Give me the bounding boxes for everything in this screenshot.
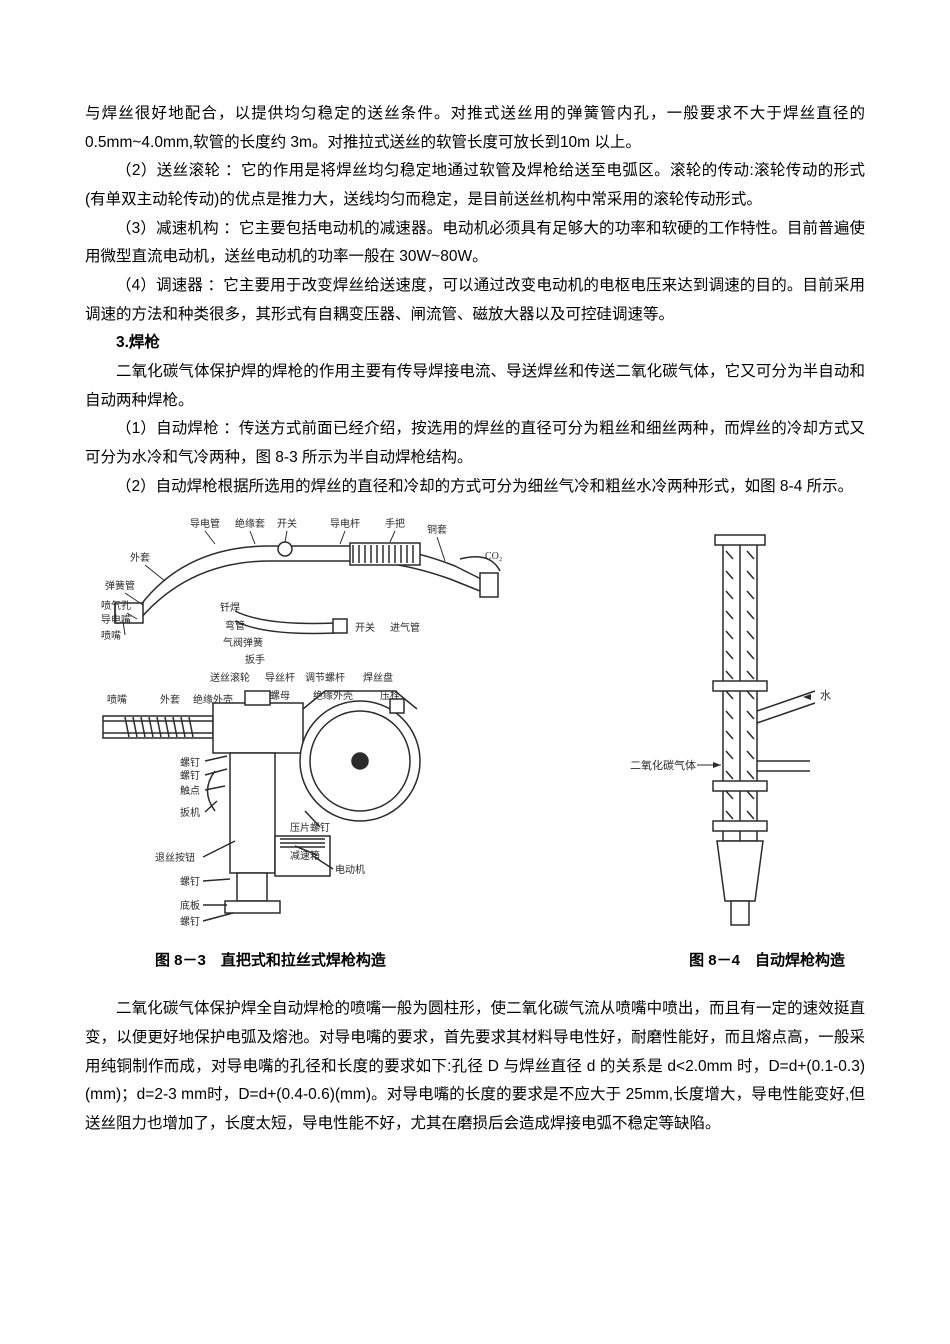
paragraph-6: （1）自动焊枪 ：传送方式前面已经介绍，按选用的焊丝的直径可分为粗丝和细丝两种，… bbox=[85, 415, 865, 472]
svg-text:导电管: 导电管 bbox=[190, 517, 220, 530]
svg-text:二氧化碳气体: 二氧化碳气体 bbox=[630, 758, 696, 772]
svg-text:开关: 开关 bbox=[355, 621, 375, 634]
svg-text:钎焊: 钎焊 bbox=[220, 602, 240, 614]
svg-text:扳手: 扳手 bbox=[245, 653, 265, 666]
svg-text:水: 水 bbox=[820, 689, 831, 702]
caption-8-3: 图 8－3 直把式和拉丝式焊枪构造 bbox=[155, 949, 386, 970]
svg-text:电动机: 电动机 bbox=[335, 863, 365, 876]
svg-text:送丝滚轮: 送丝滚轮 bbox=[210, 671, 250, 684]
figure-captions: 图 8－3 直把式和拉丝式焊枪构造 图 8－4 自动焊枪构造 bbox=[85, 949, 865, 970]
paragraph-1: 与焊丝很好地配合，以提供均匀稳定的送丝条件。对推式送丝用的弹簧管内孔，一般要求不… bbox=[85, 100, 865, 157]
svg-text:弹簧管: 弹簧管 bbox=[105, 579, 135, 592]
svg-text:喷嘴: 喷嘴 bbox=[101, 630, 121, 642]
svg-text:减速箱: 减速箱 bbox=[290, 849, 320, 862]
svg-text:导电嘴: 导电嘴 bbox=[101, 613, 131, 626]
figure-row: 导电管 绝缘套 开关 导电杆 手把 铜套 外套 CO₂ 弹簧管 喷气孔 导电嘴 … bbox=[85, 511, 865, 941]
figure-8-3: 导电管 绝缘套 开关 导电杆 手把 铜套 外套 CO₂ 弹簧管 喷气孔 导电嘴 … bbox=[95, 511, 515, 941]
svg-text:弯管: 弯管 bbox=[225, 619, 245, 632]
welding-gun-diagram-left: 导电管 绝缘套 开关 导电杆 手把 铜套 外套 CO₂ 弹簧管 喷气孔 导电嘴 … bbox=[95, 511, 515, 941]
paragraph-5: 二氧化碳气体保护焊的焊枪的作用主要有传导焊接电流、导送焊丝和传送二氧化碳气体，它… bbox=[85, 358, 865, 415]
svg-text:喷气孔: 喷气孔 bbox=[101, 599, 131, 612]
svg-text:进气管: 进气管 bbox=[390, 621, 420, 634]
document-page: 与焊丝很好地配合，以提供均匀稳定的送丝条件。对推式送丝用的弹簧管内孔，一般要求不… bbox=[0, 0, 950, 1199]
paragraph-3: （3）减速机构 ：它主要包括电动机的减速器。电动机必须具有足够大的功率和软硬的工… bbox=[85, 215, 865, 272]
paragraph-2: （2）送丝滚轮 ：它的作用是将焊丝均匀稳定地通过软管及焊枪给送至电弧区。滚轮的传… bbox=[85, 157, 865, 214]
svg-text:触点: 触点 bbox=[180, 784, 200, 797]
svg-text:外套: 外套 bbox=[130, 551, 150, 564]
svg-text:螺钉: 螺钉 bbox=[180, 916, 200, 928]
svg-text:导丝杆: 导丝杆 bbox=[265, 672, 295, 684]
svg-text:退丝按钮: 退丝按钮 bbox=[155, 851, 195, 864]
svg-text:螺钉: 螺钉 bbox=[180, 770, 200, 782]
paragraph-8: 二氧化碳气体保护焊全自动焊枪的喷嘴一般为圆柱形，使二氧化碳气流从喷嘴中喷出，而且… bbox=[85, 995, 865, 1138]
svg-text:底板: 底板 bbox=[180, 899, 200, 912]
svg-text:手把: 手把 bbox=[385, 517, 405, 530]
svg-text:调节螺杆: 调节螺杆 bbox=[305, 672, 345, 684]
svg-text:螺钉: 螺钉 bbox=[180, 876, 200, 888]
figure-8-4: 水 二氧化碳气体 bbox=[625, 531, 855, 941]
svg-text:CO₂: CO₂ bbox=[485, 551, 502, 562]
svg-text:螺钉: 螺钉 bbox=[180, 757, 200, 769]
svg-text:压片螺钉: 压片螺钉 bbox=[290, 821, 330, 834]
paragraph-7: （2）自动焊枪根据所选用的焊丝的直径和冷却的方式可分为细丝气冷和粗丝水冷两种形式… bbox=[85, 473, 865, 502]
svg-text:扳机: 扳机 bbox=[180, 806, 200, 819]
auto-welding-gun-diagram: 水 二氧化碳气体 bbox=[625, 531, 855, 941]
svg-text:焊丝盘: 焊丝盘 bbox=[363, 671, 393, 684]
svg-text:螺母: 螺母 bbox=[270, 690, 290, 702]
svg-text:外套: 外套 bbox=[160, 693, 180, 706]
svg-text:气阀弹簧: 气阀弹簧 bbox=[223, 636, 263, 649]
caption-8-4: 图 8－4 自动焊枪构造 bbox=[689, 949, 845, 970]
svg-text:喷嘴: 喷嘴 bbox=[107, 694, 127, 706]
svg-text:绝缘套: 绝缘套 bbox=[235, 517, 265, 530]
paragraph-4: （4）调速器 ：它主要用于改变焊丝给送速度，可以通过改变电动机的电枢电压来达到调… bbox=[85, 272, 865, 329]
svg-text:开关: 开关 bbox=[277, 517, 297, 530]
svg-text:铜套: 铜套 bbox=[427, 523, 447, 536]
svg-text:导电杆: 导电杆 bbox=[330, 517, 360, 530]
heading-3: 3.焊枪 bbox=[85, 329, 865, 358]
